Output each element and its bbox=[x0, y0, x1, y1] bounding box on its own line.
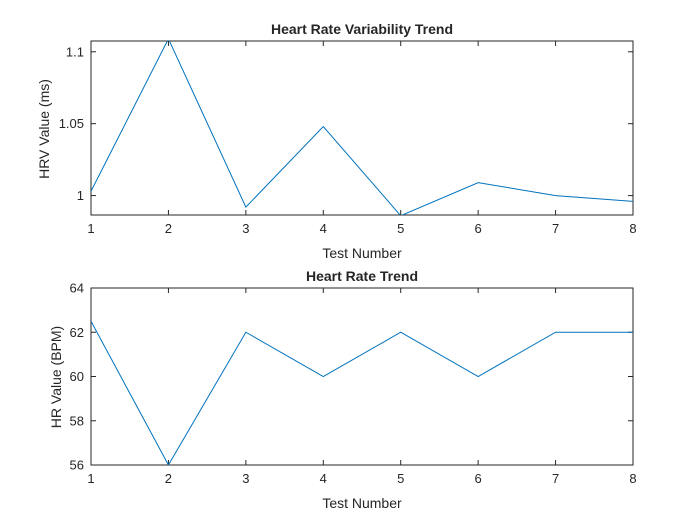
y-tick-label: 60 bbox=[70, 369, 84, 384]
x-tick-label: 4 bbox=[320, 471, 327, 486]
x-tick-label: 3 bbox=[242, 221, 249, 236]
plot-area bbox=[90, 287, 634, 466]
y-tick-label: 1.05 bbox=[59, 116, 84, 131]
y-tick-label: 62 bbox=[70, 325, 84, 340]
y-tick-label: 58 bbox=[70, 413, 84, 428]
y-axis-label: HR Value (BPM) bbox=[48, 326, 64, 428]
x-tick-label: 2 bbox=[165, 221, 172, 236]
chart-title: Heart Rate Variability Trend bbox=[271, 21, 453, 37]
x-axis-label: Test Number bbox=[322, 245, 402, 261]
x-tick-label: 2 bbox=[165, 471, 172, 486]
x-tick-label: 8 bbox=[629, 221, 636, 236]
x-tick-label: 6 bbox=[475, 471, 482, 486]
x-tick-label: 1 bbox=[87, 221, 94, 236]
chart-title: Heart Rate Trend bbox=[306, 268, 418, 284]
y-tick-label: 1 bbox=[77, 188, 84, 203]
y-axis-label: HRV Value (ms) bbox=[36, 79, 52, 179]
x-tick-label: 3 bbox=[242, 471, 249, 486]
x-tick-label: 1 bbox=[87, 471, 94, 486]
series-line bbox=[91, 320, 633, 465]
x-tick-label: 8 bbox=[629, 471, 636, 486]
hrv-trend-chart: Heart Rate Variability Trend 1 2 3 4 5 6 7 8 1 1.… bbox=[36, 21, 637, 261]
y-tick-label: 1.1 bbox=[66, 44, 84, 59]
x-tick-label: 7 bbox=[552, 471, 559, 486]
x-tick-label: 6 bbox=[475, 221, 482, 236]
x-tick-label: 5 bbox=[397, 221, 404, 236]
x-tick-label: 5 bbox=[397, 471, 404, 486]
y-tick-label: 64 bbox=[70, 281, 84, 296]
x-axis-label: Test Number bbox=[322, 495, 402, 511]
series-line bbox=[91, 41, 633, 215]
plot-area bbox=[90, 40, 634, 216]
y-tick-label: 56 bbox=[70, 458, 84, 473]
x-tick-label: 4 bbox=[320, 221, 327, 236]
x-tick-label: 7 bbox=[552, 221, 559, 236]
